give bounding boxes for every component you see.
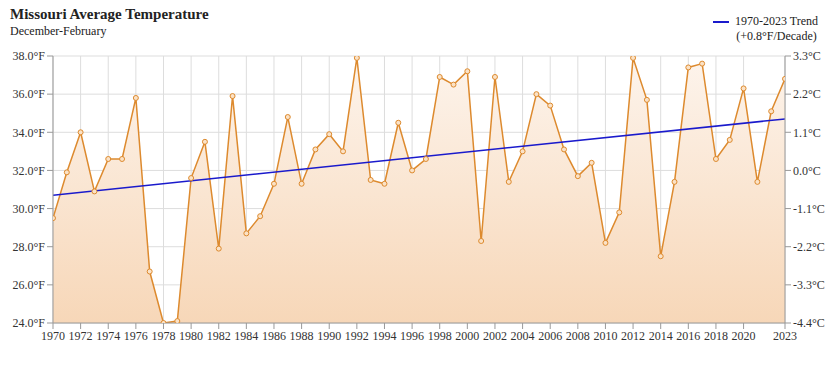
svg-text:2002: 2002 — [483, 329, 507, 343]
svg-text:34.0°F: 34.0°F — [13, 126, 46, 140]
html-text:Missouri Average Temperature: Missouri Average Temperature — [10, 6, 209, 22]
svg-text:1980: 1980 — [179, 329, 203, 343]
svg-text:2006: 2006 — [538, 329, 562, 343]
svg-text:2020: 2020 — [732, 329, 756, 343]
svg-text:1976: 1976 — [124, 329, 148, 343]
svg-text:2014: 2014 — [649, 329, 673, 343]
svg-text:2008: 2008 — [566, 329, 590, 343]
svg-text:2.2°C: 2.2°C — [793, 87, 821, 101]
svg-text:1978: 1978 — [151, 329, 175, 343]
svg-text:28.0°F: 28.0°F — [13, 240, 46, 254]
html-text:1970-2023 Trend: 1970-2023 Trend — [735, 14, 818, 28]
svg-text:1986: 1986 — [262, 329, 286, 343]
svg-text:1988: 1988 — [290, 329, 314, 343]
svg-text:1998: 1998 — [428, 329, 452, 343]
html-text:(+0.8°F/Decade): (+0.8°F/Decade) — [736, 29, 817, 43]
svg-text:0.0°C: 0.0°C — [793, 164, 821, 178]
svg-text:2010: 2010 — [593, 329, 617, 343]
svg-text:1972: 1972 — [69, 329, 93, 343]
svg-text:-2.2°C: -2.2°C — [793, 240, 824, 254]
svg-text:1.1°C: 1.1°C — [793, 126, 821, 140]
svg-text:2018: 2018 — [704, 329, 728, 343]
svg-text:26.0°F: 26.0°F — [13, 278, 46, 292]
svg-text:2023: 2023 — [773, 329, 797, 343]
svg-text:24.0°F: 24.0°F — [13, 316, 46, 330]
svg-text:38.0°F: 38.0°F — [13, 49, 46, 63]
svg-text:36.0°F: 36.0°F — [13, 87, 46, 101]
svg-text:3.3°C: 3.3°C — [793, 49, 821, 63]
svg-text:30.0°F: 30.0°F — [13, 202, 46, 216]
svg-text:1994: 1994 — [372, 329, 396, 343]
svg-text:2004: 2004 — [511, 329, 535, 343]
svg-text:2012: 2012 — [621, 329, 645, 343]
svg-text:-4.4°C: -4.4°C — [793, 316, 824, 330]
svg-text:2000: 2000 — [455, 329, 479, 343]
svg-text:1982: 1982 — [207, 329, 231, 343]
svg-text:1970: 1970 — [41, 329, 65, 343]
svg-text:-1.1°C: -1.1°C — [793, 202, 824, 216]
svg-text:2016: 2016 — [676, 329, 700, 343]
html-text:December-February: December-February — [10, 24, 107, 38]
svg-text:1984: 1984 — [234, 329, 258, 343]
svg-text:-3.3°C: -3.3°C — [793, 278, 824, 292]
svg-text:1992: 1992 — [345, 329, 369, 343]
svg-text:32.0°F: 32.0°F — [13, 164, 46, 178]
svg-text:1996: 1996 — [400, 329, 424, 343]
svg-text:1974: 1974 — [96, 329, 120, 343]
svg-text:1990: 1990 — [317, 329, 341, 343]
